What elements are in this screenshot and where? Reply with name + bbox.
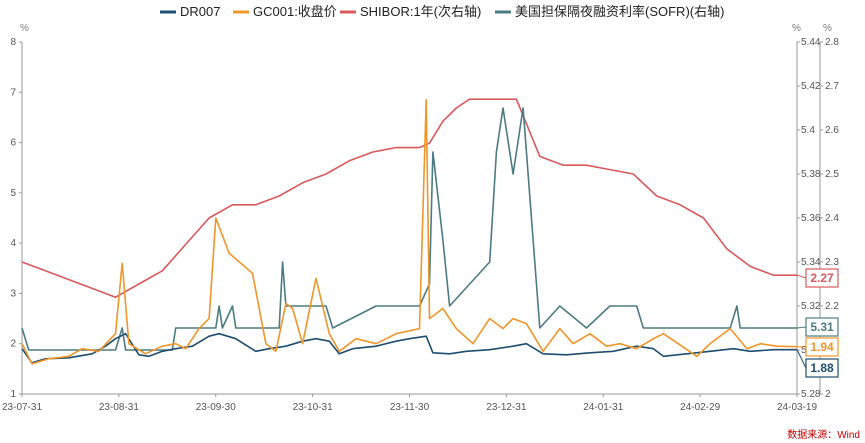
left-tick-label: 7 [10,87,16,98]
right1-tick-label: 5.44 [801,37,821,48]
tag-leader [796,326,807,329]
legend-label: DR007 [180,4,220,19]
x-tick-label: 24-03-19 [777,402,817,413]
tag-box [805,317,839,337]
last-value-tags: 2.27 5.31 1.94 1.88 [796,268,839,378]
x-tick-label: 23-07-31 [2,402,42,413]
right2-tick-label: 2.2 [825,301,839,312]
right2-tick-label: 2.7 [825,81,839,92]
left-axis-unit: % [20,23,29,34]
legend: DR007 GC001:收盘价 SHIBOR:1年(次右轴) 美国担保隔夜融资利率(S… [160,4,724,19]
tag-box [805,337,839,357]
tag-value: 5.31 [810,320,834,334]
tag-value: 1.88 [810,361,834,375]
right2-tick-label: 2.3 [825,257,839,268]
right1-tick-label: 5.4 [801,125,815,136]
left-axis: 1 2 3 4 5 6 7 8% [10,23,29,400]
series-layer [21,98,798,365]
right2-tick-label: 2.6 [825,125,839,136]
right1-tick-label: 5.36 [801,213,821,224]
right1-tick-label: 5.38 [801,169,821,180]
x-axis: 23-07-31 23-08-31 23-09-30 23-10-31 23-11-30… [2,394,817,413]
left-tick-label: 5 [10,188,16,199]
x-tick-label: 23-12-31 [486,402,526,413]
legend-label: SHIBOR:1年(次右轴) [360,4,481,19]
legend-label: GC001:收盘价 [253,4,337,19]
left-tick-label: 4 [10,238,16,249]
left-tick-label: 2 [10,339,16,350]
legend-label: 美国担保隔夜融资利率(SOFR)(右轴) [515,4,724,19]
tag-box [805,358,839,378]
right2-tick-label: 2.4 [825,213,839,224]
tag-box [805,268,839,288]
tag-leader [796,349,807,369]
right2-axis-unit: % [823,23,832,34]
series-line-3 [21,107,797,351]
right1-tick-label: 5.28 [801,389,821,400]
right1-axis-unit: % [792,23,801,34]
series-line-2 [21,98,797,298]
plot-frame [21,42,821,395]
right2-tick-label: 2.8 [825,37,839,48]
x-tick-label: 23-11-30 [390,402,430,413]
series-line-1 [21,99,798,365]
series-line-0 [21,332,797,364]
right1-tick-label: 5.32 [801,301,821,312]
left-tick-label: 6 [10,138,16,149]
tag-leader [796,274,807,279]
right2-tick-label: 2.5 [825,169,839,180]
right1-tick-label: 5.42 [801,81,821,92]
right2-tick-label: 2 [825,389,831,400]
x-tick-label: 23-08-31 [99,402,139,413]
data-source: 数据来源：Wind [787,428,860,441]
x-tick-label: 23-09-30 [196,402,236,413]
tag-value: 1.94 [810,340,834,354]
right1-tick-label: 5.34 [801,257,821,268]
x-tick-label: 24-02-29 [680,402,720,413]
left-tick-label: 1 [10,389,16,400]
left-tick-label: 3 [10,288,16,299]
tag-value: 2.27 [810,271,834,285]
left-tick-label: 8 [10,37,16,48]
x-tick-label: 24-01-31 [583,402,623,413]
x-tick-label: 23-10-31 [293,402,333,413]
